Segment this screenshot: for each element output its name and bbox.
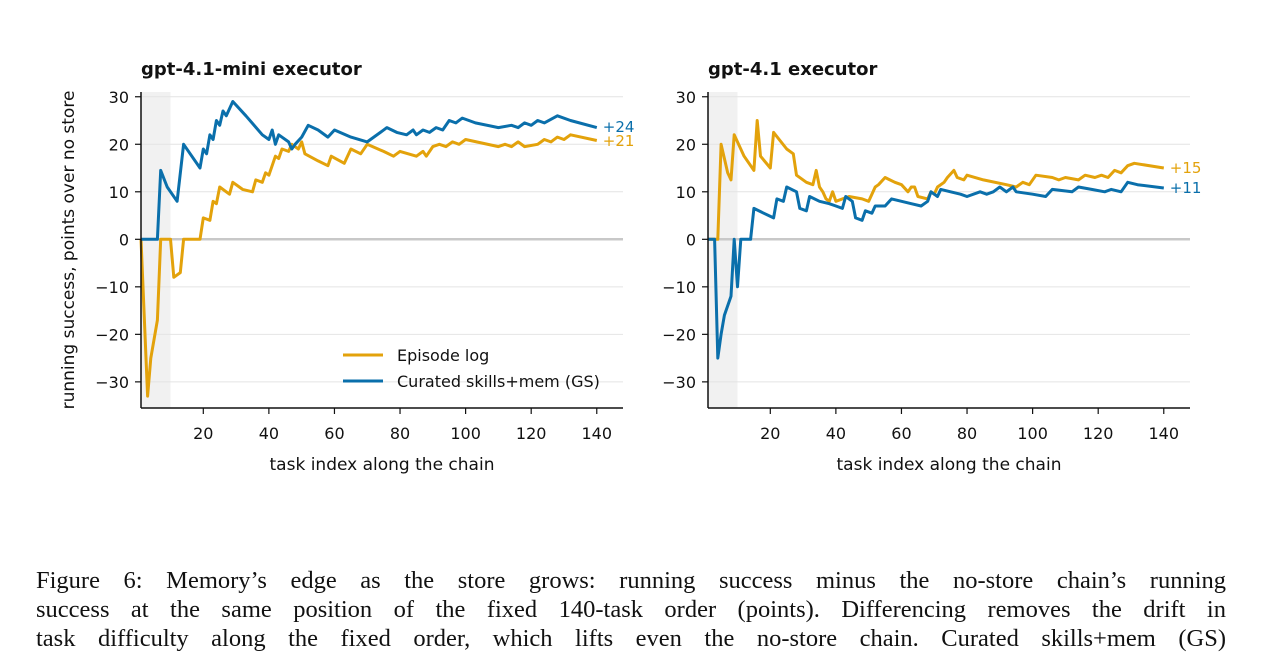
p1-y-tick-label: 10 <box>676 183 696 202</box>
caption-line-2: success at the same position of the fixe… <box>36 596 1226 623</box>
p0-y-tick-label: −10 <box>95 278 129 297</box>
p0-x-axis-label: task index along the chain <box>270 455 495 475</box>
p0-series-episode-log <box>139 133 598 398</box>
p1-y-tick-label: 30 <box>676 88 696 107</box>
p1-x-tick-label: 20 <box>760 424 780 443</box>
p1-x-tick-label: 60 <box>891 424 911 443</box>
p1-series-episode-log <box>708 119 1165 241</box>
p0-end-label-curated: +24 <box>603 118 635 136</box>
p1-series-curated <box>708 180 1164 360</box>
p1-y-tick-label: −10 <box>662 278 696 297</box>
p0-end-label-episode-log: +21 <box>603 132 635 150</box>
p0-y-tick-label: −30 <box>95 373 129 392</box>
p1-y-tick-label: −20 <box>662 325 696 344</box>
caption-line-1: Figure 6: Memory’s edge as the store gro… <box>36 567 1226 594</box>
panel-gpt-4-1-mini: +21+24 −30 −20 −10 0 10 20 30 20 40 60 80 100 120 140 g… <box>95 59 634 475</box>
p0-x-tick-label: 20 <box>193 424 213 443</box>
p0-x-tick-label: 120 <box>516 424 547 443</box>
p1-x-tick-label: 100 <box>1017 424 1048 443</box>
p1-y-tick-label: 0 <box>686 230 696 249</box>
legend: Episode log Curated skills+mem (GS) <box>343 346 600 391</box>
figure-caption: Figure 6: Memory’s edge as the store gro… <box>36 566 1226 653</box>
p1-x-tick-label: 40 <box>826 424 846 443</box>
p0-series-curated <box>141 100 598 241</box>
legend-label-curated: Curated skills+mem (GS) <box>397 372 600 391</box>
caption-line-3: task difficulty along the fixed order, w… <box>36 625 1226 652</box>
p0-x-tick-label: 40 <box>259 424 279 443</box>
p0-y-tick-label: 0 <box>119 230 129 249</box>
p1-y-tick-label: −30 <box>662 373 696 392</box>
p0-y-tick-label: 20 <box>109 135 129 154</box>
p0-y-tick-label: −20 <box>95 325 129 344</box>
p0-x-tick-label: 80 <box>390 424 410 443</box>
p1-x-tick-label: 80 <box>957 424 977 443</box>
p0-x-tick-label: 140 <box>581 424 612 443</box>
p0-y-tick-label: 10 <box>109 183 129 202</box>
shared-y-axis-label: running success, points over no store <box>59 91 79 410</box>
figure: running success, points over no store +2… <box>59 59 1201 475</box>
p1-end-label-episode-log: +15 <box>1170 159 1202 177</box>
p1-x-tick-label: 140 <box>1148 424 1179 443</box>
p0-x-tick-label: 100 <box>450 424 481 443</box>
p1-y-tick-label: 20 <box>676 135 696 154</box>
p1-end-label-curated: +11 <box>1170 179 1202 197</box>
p0-x-tick-label: 60 <box>324 424 344 443</box>
p0-title: gpt-4.1-mini executor <box>141 59 362 80</box>
p0-y-tick-label: 30 <box>109 88 129 107</box>
p1-x-axis-label: task index along the chain <box>837 455 1062 475</box>
p1-title: gpt-4.1 executor <box>708 59 877 80</box>
legend-label-episode-log: Episode log <box>397 346 489 365</box>
p1-x-tick-label: 120 <box>1083 424 1114 443</box>
panel-gpt-4-1: +15 +11 −30 −20 −10 0 10 20 30 20 40 60 80 100 120 140 g… <box>662 59 1201 475</box>
